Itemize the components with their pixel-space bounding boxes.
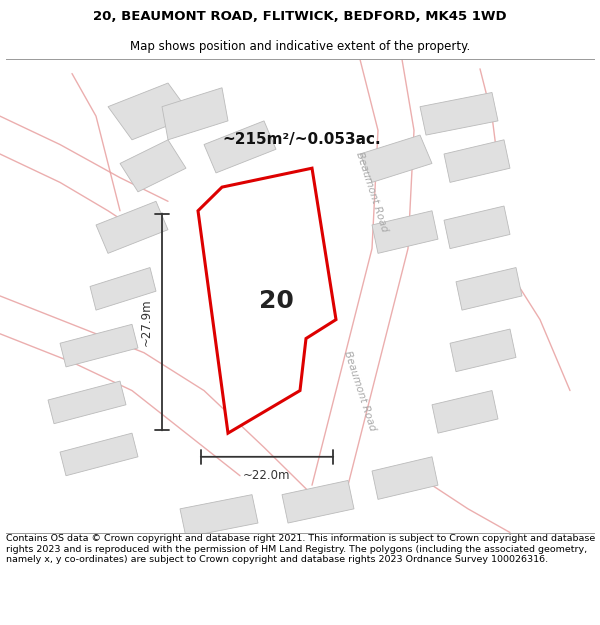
- Polygon shape: [450, 329, 516, 372]
- Text: Beaumont Road: Beaumont Road: [355, 151, 389, 233]
- Polygon shape: [162, 88, 228, 140]
- Polygon shape: [60, 433, 138, 476]
- Text: ~215m²/~0.053ac.: ~215m²/~0.053ac.: [222, 132, 380, 148]
- Text: Contains OS data © Crown copyright and database right 2021. This information is : Contains OS data © Crown copyright and d…: [6, 534, 595, 564]
- Text: Beaumont Road: Beaumont Road: [343, 349, 377, 432]
- Polygon shape: [108, 83, 192, 140]
- Text: ~27.9m: ~27.9m: [140, 298, 153, 346]
- Polygon shape: [90, 268, 156, 310]
- Polygon shape: [180, 494, 258, 538]
- Polygon shape: [198, 168, 336, 433]
- Polygon shape: [48, 381, 126, 424]
- Polygon shape: [96, 201, 168, 253]
- Polygon shape: [420, 92, 498, 135]
- Polygon shape: [60, 324, 138, 367]
- Text: ~22.0m: ~22.0m: [243, 469, 291, 482]
- Polygon shape: [456, 268, 522, 310]
- Polygon shape: [360, 135, 432, 182]
- Polygon shape: [282, 481, 354, 523]
- Text: 20, BEAUMONT ROAD, FLITWICK, BEDFORD, MK45 1WD: 20, BEAUMONT ROAD, FLITWICK, BEDFORD, MK…: [93, 10, 507, 23]
- Text: 20: 20: [259, 289, 293, 312]
- Polygon shape: [444, 140, 510, 182]
- Polygon shape: [204, 121, 276, 173]
- Polygon shape: [444, 206, 510, 249]
- Polygon shape: [432, 391, 498, 433]
- Text: Map shows position and indicative extent of the property.: Map shows position and indicative extent…: [130, 40, 470, 52]
- Polygon shape: [120, 140, 186, 192]
- Polygon shape: [372, 457, 438, 499]
- Polygon shape: [372, 211, 438, 253]
